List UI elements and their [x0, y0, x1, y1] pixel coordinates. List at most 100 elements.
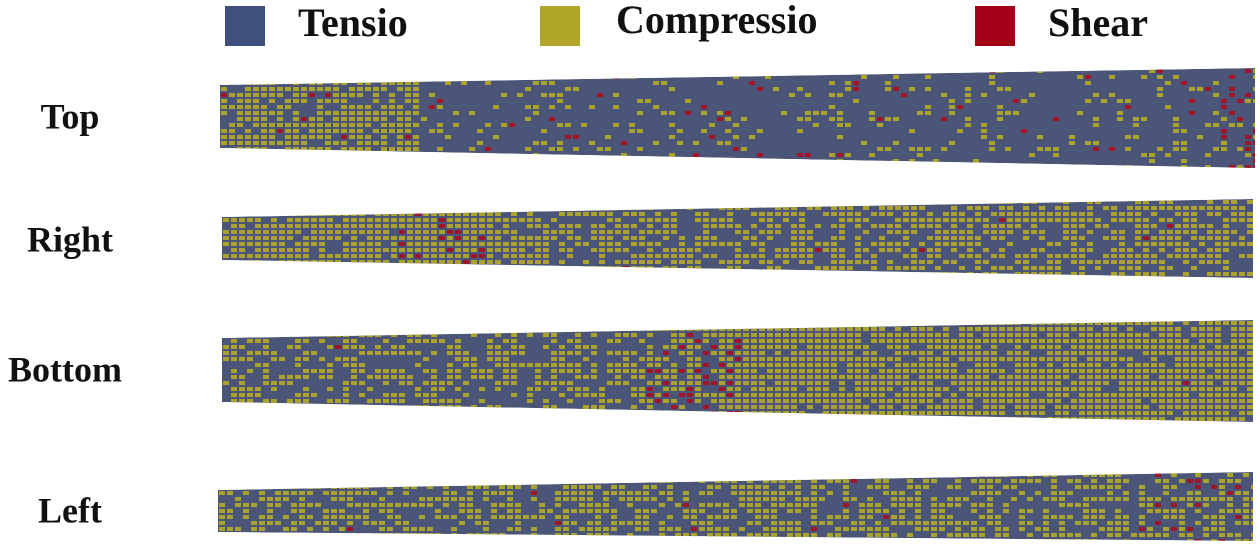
crack-cell [389, 69, 395, 73]
crack-cell [495, 345, 501, 349]
crack-cell [743, 260, 749, 264]
crack-cell [255, 254, 261, 258]
crack-cell [495, 212, 501, 216]
crack-cell [475, 473, 481, 477]
crack-cell [559, 369, 565, 373]
crack-cell [571, 473, 577, 477]
crack-cell [631, 242, 637, 246]
crack-cell [447, 345, 453, 349]
crack-cell [269, 153, 275, 157]
crack-cell [1111, 248, 1117, 252]
crack-cell [483, 485, 489, 489]
crack-cell [1151, 254, 1157, 258]
crack-cell [827, 533, 833, 537]
crack-cell [839, 321, 845, 325]
crack-cell [459, 497, 465, 501]
crack-cell [815, 381, 821, 385]
crack-cell [935, 387, 941, 391]
crack-cell [381, 87, 387, 91]
crack-cell [455, 242, 461, 246]
crack-cell [967, 393, 973, 397]
crack-cell [815, 399, 821, 403]
crack-cell [341, 117, 347, 121]
crack-cell [1087, 242, 1093, 246]
crack-cell [1063, 333, 1069, 337]
crack-cell [631, 405, 637, 409]
crack-cell [719, 393, 725, 397]
crack-cell [1187, 503, 1193, 507]
crack-cell [1215, 393, 1221, 397]
crack-cell [919, 393, 925, 397]
crack-cell [791, 230, 797, 234]
crack-cell [943, 345, 949, 349]
crack-cell [1135, 339, 1141, 343]
crack-cell [1107, 521, 1113, 525]
crack-cell [815, 393, 821, 397]
crack-cell [567, 206, 573, 210]
crack-cell [291, 539, 297, 541]
crack-cell [1119, 236, 1125, 240]
crack-cell [493, 105, 499, 109]
crack-cell [839, 411, 845, 415]
crack-cell [991, 333, 997, 337]
crack-cell [1135, 381, 1141, 385]
crack-cell [267, 473, 273, 477]
crack-cell [1231, 242, 1237, 246]
crack-cell [311, 327, 317, 331]
crack-cell [1123, 515, 1129, 519]
crack-cell [887, 260, 893, 264]
crack-cell [859, 539, 865, 541]
crack-cell [559, 248, 565, 252]
crack-cell [239, 224, 245, 228]
crack-cell [975, 417, 981, 421]
crack-cell [1253, 69, 1255, 73]
crack-cell [703, 339, 709, 343]
crack-cell [831, 242, 837, 246]
crack-cell [1031, 254, 1037, 258]
crack-cell [1055, 206, 1061, 210]
crack-cell [837, 93, 843, 97]
crack-cell [479, 327, 485, 331]
crack-cell [261, 159, 267, 163]
crack-cell [487, 236, 493, 240]
crack-cell [679, 411, 685, 415]
crack-cell [911, 339, 917, 343]
crack-cell [811, 485, 817, 489]
crack-cell [1245, 141, 1251, 145]
crack-cell [639, 254, 645, 258]
crack-cell [301, 153, 307, 157]
crack-cell [447, 212, 453, 216]
crack-cell [413, 123, 419, 127]
crack-cell [315, 521, 321, 525]
crack-cell [327, 218, 333, 222]
crack-cell [1095, 200, 1101, 204]
crack-cell [1031, 381, 1037, 385]
crack-cell [519, 200, 525, 204]
crack-cell [295, 218, 301, 222]
crack-cell [399, 242, 405, 246]
crack-cell [919, 375, 925, 379]
crack-cell [647, 351, 653, 355]
crack-cell [615, 351, 621, 355]
crack-cell [1119, 242, 1125, 246]
crack-cell [717, 141, 723, 145]
crack-cell [1015, 224, 1021, 228]
crack-cell [455, 399, 461, 403]
crack-cell [543, 363, 549, 367]
crack-cell [999, 333, 1005, 337]
crack-cell [267, 509, 273, 513]
crack-cell [871, 212, 877, 216]
crack-cell [975, 254, 981, 258]
crack-cell [895, 411, 901, 415]
crack-cell [669, 111, 675, 115]
crack-cell [919, 387, 925, 391]
crack-cell [279, 327, 285, 331]
crack-cell [247, 260, 253, 264]
crack-cell [1199, 278, 1205, 282]
crack-cell [533, 153, 539, 157]
crack-cell [379, 539, 385, 541]
crack-cell [383, 218, 389, 222]
crack-cell [1087, 248, 1093, 252]
crack-cell [603, 479, 609, 483]
crack-cell [507, 473, 513, 477]
